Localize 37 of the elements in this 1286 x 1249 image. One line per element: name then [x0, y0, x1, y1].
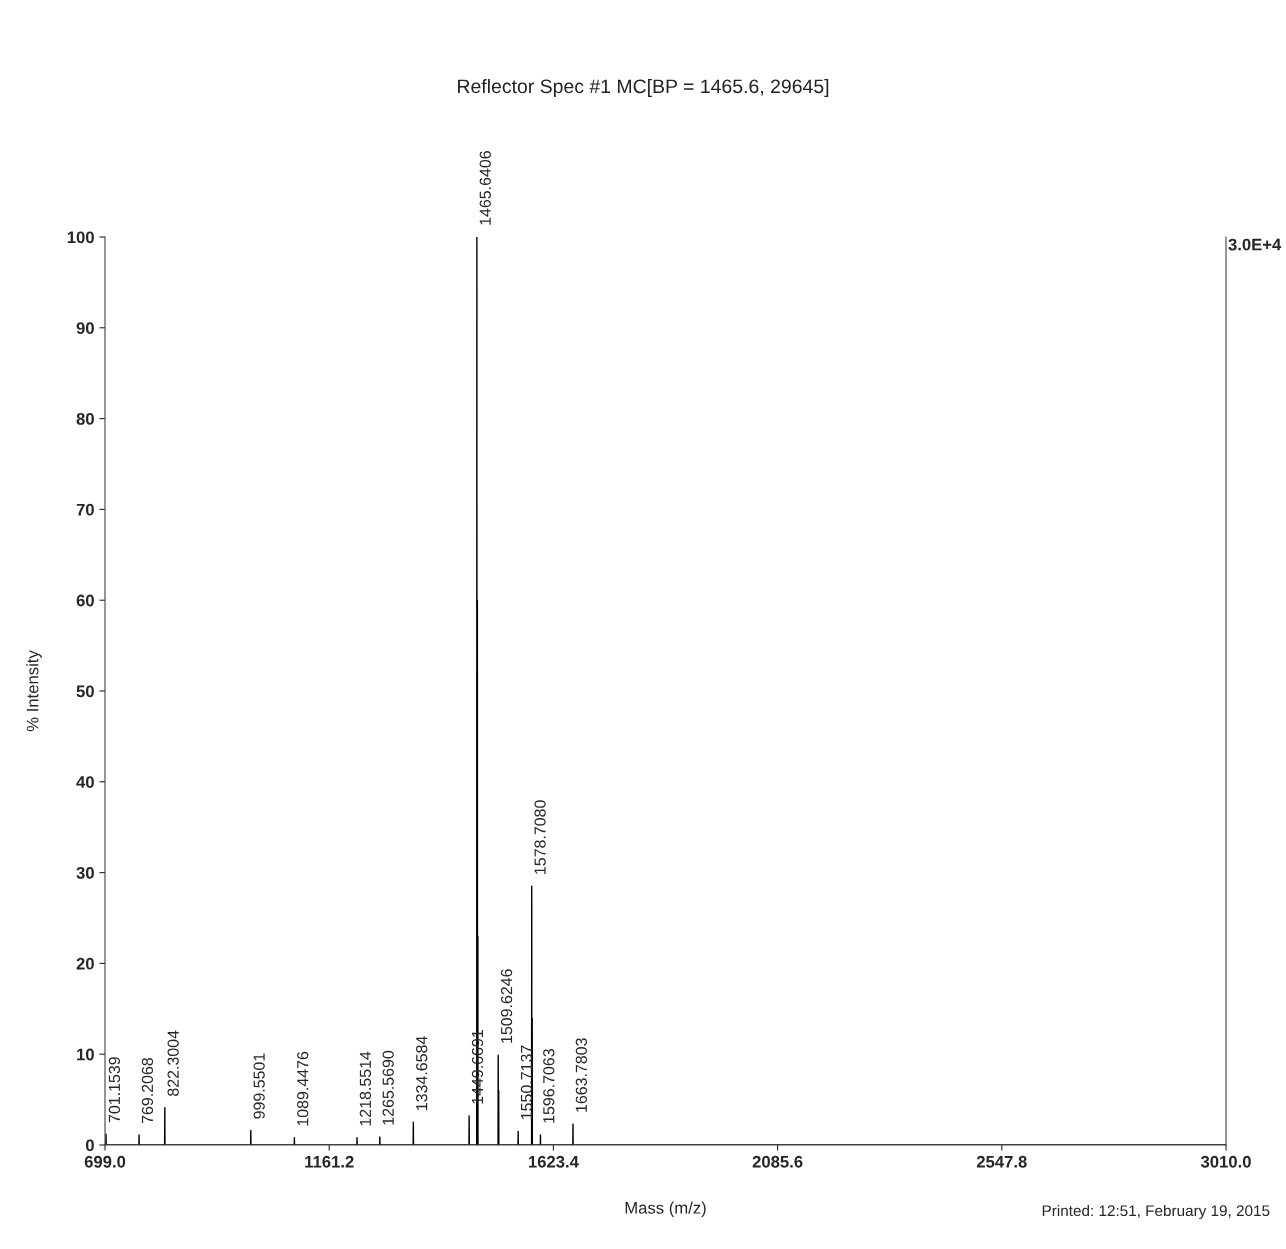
chart-title: Reflector Spec #1 MC[BP = 1465.6, 29645]	[458, 78, 829, 98]
annotation: 1596.7063	[543, 1049, 555, 1123]
annotation: 999.5501	[253, 1053, 265, 1119]
x-tick-label: 3010.0	[1200, 1155, 1251, 1168]
annotation: 822.3004	[167, 1030, 179, 1096]
x-tick-label: 2547.8	[976, 1155, 1027, 1168]
y-tick-label: 10	[77, 1048, 94, 1061]
y-tick-label: 20	[76, 957, 94, 970]
annotation: 1509.6246	[500, 969, 513, 1043]
annotation: 1089.4476	[297, 1051, 309, 1126]
x-tick-label: 1161.2	[305, 1155, 354, 1168]
annotation: 1663.7803	[575, 1038, 587, 1112]
y-tick-label: 100	[67, 231, 94, 244]
y-tick-label: 90	[76, 322, 94, 334]
annotation: 1449.6691	[471, 1030, 484, 1104]
y-tick-label: 30	[76, 867, 94, 879]
x-tick-label: 699.0	[84, 1155, 126, 1168]
y-tick-label: 70	[76, 503, 94, 516]
annotation: 1465.6406	[479, 151, 491, 225]
x-tick-label: 1623.4	[528, 1155, 579, 1168]
y-tick-label: 40	[76, 776, 94, 788]
x-tick-label: 2085.6	[752, 1155, 803, 1168]
annotation: 701.1539	[108, 1057, 121, 1123]
annotation: 769.2068	[141, 1057, 154, 1124]
y-tick-label: 80	[76, 413, 94, 425]
annotation: 1550.7137	[520, 1045, 533, 1120]
y-tick-label: 60	[76, 594, 94, 607]
text: Printed: 12:51, February 19, 2015	[1042, 1204, 1270, 1220]
x-axis-title: Mass (m/z)	[625, 1201, 706, 1218]
annotation: 1265.5690	[382, 1050, 394, 1125]
y-tick-label: 50	[76, 685, 94, 698]
y-axis-title: % Intensity	[26, 650, 42, 732]
y-tick-label: 0	[85, 1139, 94, 1152]
text: 3.0E+4	[1228, 238, 1282, 251]
annotation: 1334.6584	[416, 1036, 428, 1110]
annotation: 1218.5514	[359, 1051, 372, 1126]
annotation: 1578.7080	[534, 800, 546, 874]
